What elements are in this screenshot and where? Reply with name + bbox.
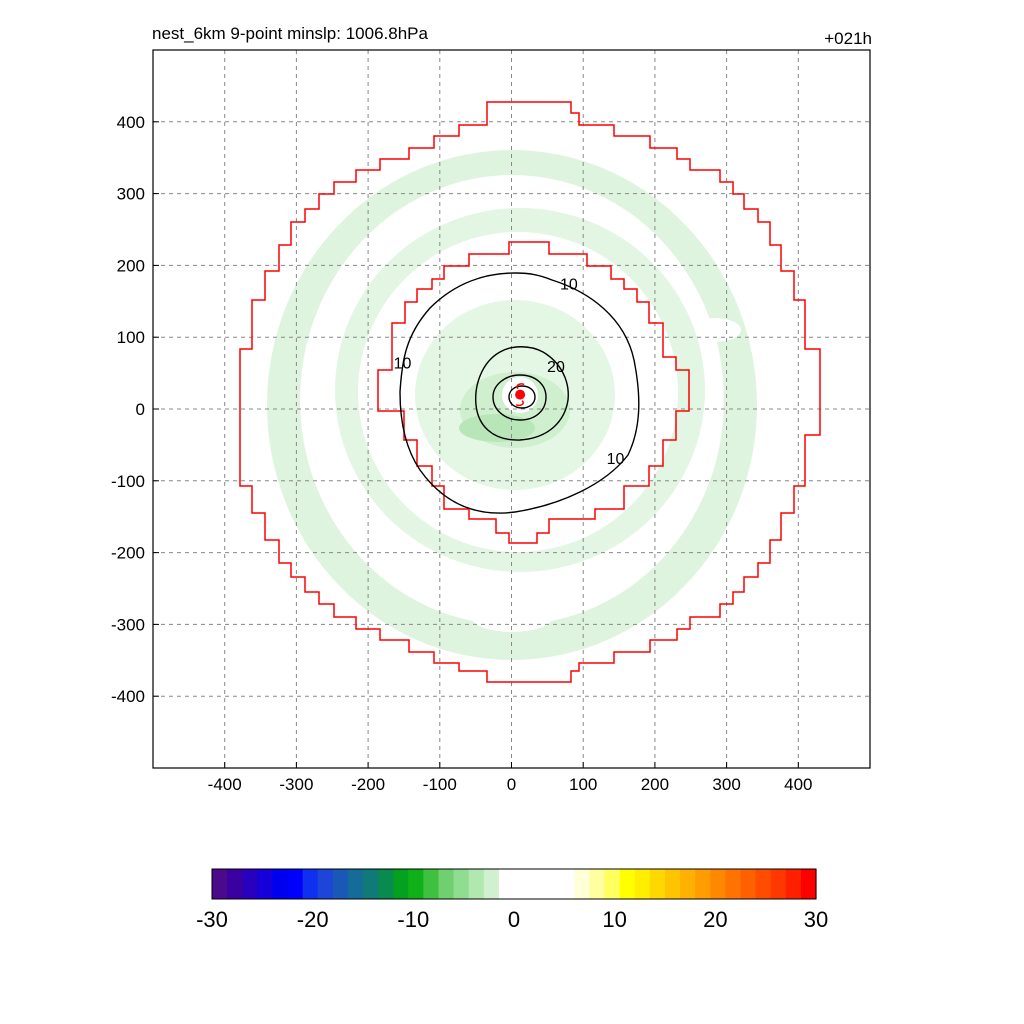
- colorbar: [211, 868, 817, 900]
- x-tick-label: -200: [351, 775, 385, 794]
- contour-label: 10: [560, 276, 578, 293]
- colorbar-swatch: [302, 869, 319, 899]
- colorbar-swatch: [483, 869, 500, 899]
- colorbar-swatch: [272, 869, 289, 899]
- colorbar-swatch: [363, 869, 379, 899]
- colorbar-swatch: [559, 869, 575, 899]
- colorbar-swatch: [257, 869, 273, 899]
- colorbar-tick-label: 20: [703, 907, 727, 932]
- x-tick-label: 300: [712, 775, 740, 794]
- colorbar-frame: [211, 868, 817, 900]
- colorbar-swatch: [498, 869, 515, 899]
- x-tick-label: 200: [641, 775, 669, 794]
- contour-label: 10: [607, 451, 625, 468]
- center-dot: [515, 389, 526, 400]
- colorbar-swatch: [604, 869, 621, 899]
- colorbar-tick-label: 0: [508, 907, 520, 932]
- colorbar-swatch: [332, 869, 349, 899]
- colorbar-swatch: [755, 869, 772, 899]
- contour-eye: [508, 385, 536, 409]
- contour-20: [475, 346, 569, 441]
- y-tick-label: -300: [111, 615, 145, 634]
- y-tick-label: 100: [117, 328, 145, 347]
- colorbar-tick-label: -30: [196, 907, 228, 932]
- y-tick-label: 400: [117, 113, 145, 132]
- colorbar-tick-label: -20: [297, 907, 329, 932]
- hurricane-icon: [515, 383, 526, 407]
- contour-label: 10: [394, 355, 412, 372]
- colorbar-swatch: [287, 869, 304, 899]
- colorbar-swatch: [710, 869, 726, 899]
- colorbar-swatch: [423, 869, 440, 899]
- plot-area: 10 20 10 10: [152, 49, 871, 769]
- swirl-arm: [516, 383, 525, 390]
- colorbar-swatch: [634, 869, 651, 899]
- contour-10: [399, 272, 640, 514]
- colorbar-swatch: [695, 869, 711, 899]
- colorbar-tick-label: 30: [804, 907, 828, 932]
- colorbar-swatch: [242, 869, 258, 899]
- colorbar-swatch: [574, 869, 591, 899]
- swirl-arm: [515, 400, 524, 407]
- colorbar-swatch: [680, 869, 696, 899]
- y-tick-label: 200: [117, 256, 145, 275]
- colorbar-swatch: [438, 869, 455, 899]
- y-tick-label: -400: [111, 687, 145, 706]
- y-axis: 400 300 200 100 0 -100 -200 -300 -400: [111, 113, 159, 706]
- x-tick-label: -400: [208, 775, 242, 794]
- colorbar-swatch: [514, 869, 530, 899]
- x-tick-label: -300: [279, 775, 313, 794]
- colorbar-swatch: [649, 869, 666, 899]
- colorbar-tick-label: -10: [397, 907, 429, 932]
- colorbar-tick-label: 10: [602, 907, 626, 932]
- colorbar-swatch: [347, 869, 364, 899]
- contour-inner: [492, 374, 547, 421]
- x-tick-label: 400: [784, 775, 812, 794]
- colorbar-swatch: [725, 869, 742, 899]
- x-axis: -400 -300 -200 -100 0 100 200 300 400: [208, 762, 812, 794]
- inner-core-dark: [459, 414, 535, 442]
- colorbar-swatch: [408, 869, 424, 899]
- y-tick-label: -200: [111, 544, 145, 563]
- x-tick-label: -100: [423, 775, 457, 794]
- y-tick-label: 300: [117, 185, 145, 204]
- colorbar-swatch: [393, 869, 409, 899]
- inner-nest-boundary: [377, 241, 690, 544]
- colorbar-swatch: [227, 869, 243, 899]
- colorbar-swatch: [589, 869, 606, 899]
- colorbar-swatch: [317, 869, 334, 899]
- colorbar-swatch: [785, 869, 802, 899]
- x-tick-label: 0: [507, 775, 516, 794]
- x-tick-label: 100: [569, 775, 597, 794]
- colorbar-swatch: [453, 869, 470, 899]
- outer-nest-boundary: [239, 101, 821, 683]
- contour-label: 20: [547, 359, 565, 376]
- band-patch: [689, 318, 741, 342]
- colorbar-swatch: [212, 869, 228, 899]
- colorbar-swatch: [619, 869, 636, 899]
- colorbar-ticks: -30 -20 -10 0 10 20 30: [196, 907, 828, 932]
- colorbar-swatch: [529, 869, 545, 899]
- y-tick-label: 0: [136, 400, 145, 419]
- colorbar-swatch: [740, 869, 757, 899]
- colorbar-swatch: [800, 869, 817, 899]
- colorbar-swatch: [544, 869, 560, 899]
- colorbar-swatch: [468, 869, 485, 899]
- contour-labels: 10 20 10 10: [394, 276, 625, 468]
- colorbar-swatch: [665, 869, 681, 899]
- colorbar-swatch: [378, 869, 394, 899]
- y-tick-label: -100: [111, 472, 145, 491]
- chart-title: nest_6km 9-point minslp: 1006.8hPa: [152, 24, 428, 43]
- colorbar-swatch: [770, 869, 787, 899]
- time-label: +021h: [824, 29, 872, 48]
